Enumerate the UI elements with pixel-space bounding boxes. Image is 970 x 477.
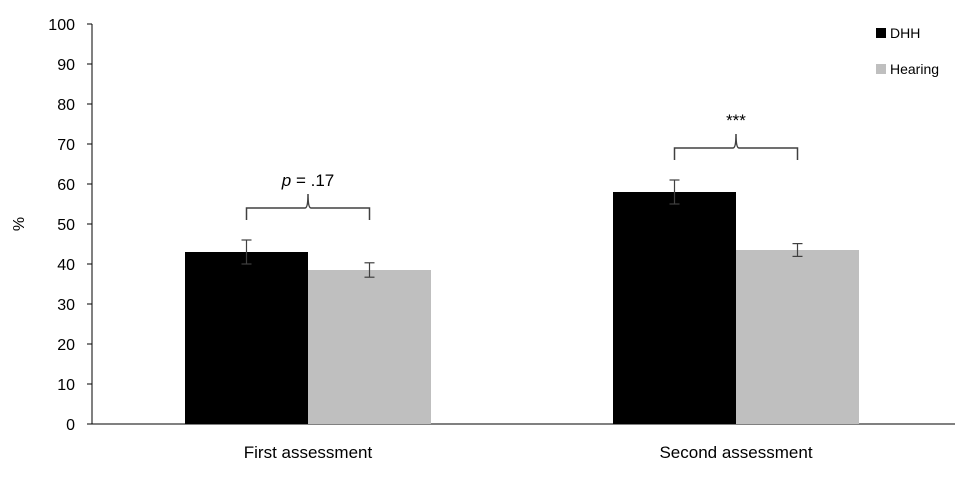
- y-tick-label: 40: [57, 257, 75, 274]
- significance-bracket: [673, 133, 799, 160]
- y-tick-label: 100: [48, 17, 75, 34]
- y-tick-label: 30: [57, 297, 75, 314]
- category-labels: First assessment Second assessment: [244, 443, 813, 462]
- bar-dhh-1: [613, 192, 736, 424]
- significance-label: p = .17: [281, 171, 334, 190]
- legend-swatch-hearing: [876, 64, 886, 74]
- y-tick-label: 70: [57, 137, 75, 154]
- y-tick-label: 50: [57, 217, 75, 234]
- bar-dhh-0: [185, 252, 308, 424]
- significance-annotations: p = .17 ***: [245, 111, 799, 220]
- significance-bracket: [245, 193, 371, 220]
- y-tick-label: 20: [57, 337, 75, 354]
- y-tick-label: 80: [57, 97, 75, 114]
- bars: [185, 192, 859, 424]
- y-tick-label: 10: [57, 377, 75, 394]
- y-axis: 0 10 20 30 40 50 60 70 80 90 100: [48, 17, 955, 434]
- y-axis-title: %: [11, 217, 28, 231]
- legend-label-dhh: DHH: [890, 25, 920, 41]
- category-label: First assessment: [244, 443, 373, 462]
- legend-swatch-dhh: [876, 28, 886, 38]
- bar-hearing-1: [736, 250, 859, 424]
- category-label: Second assessment: [659, 443, 812, 462]
- error-bars: [241, 179, 803, 278]
- legend-label-hearing: Hearing: [890, 61, 939, 77]
- y-tick-label: 60: [57, 177, 75, 194]
- y-tick-label: 90: [57, 57, 75, 74]
- legend: DHH Hearing: [876, 25, 939, 77]
- y-tick-label: 0: [66, 417, 75, 434]
- significance-label: ***: [726, 111, 746, 130]
- bar-hearing-0: [308, 270, 431, 424]
